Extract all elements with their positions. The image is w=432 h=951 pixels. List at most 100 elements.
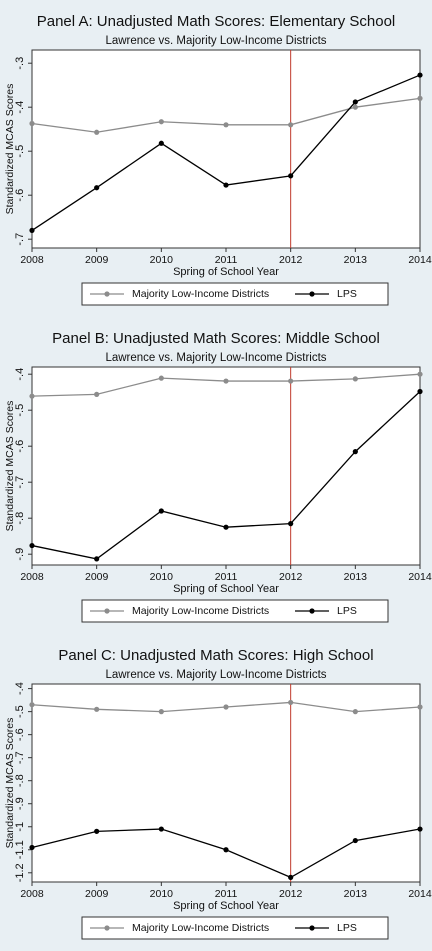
data-point xyxy=(29,542,35,549)
x-tick-label: 2012 xyxy=(279,888,303,900)
data-point xyxy=(158,826,164,832)
data-point xyxy=(288,122,294,128)
data-point xyxy=(158,140,164,146)
legend-box xyxy=(81,599,389,623)
x-tick-label: 2008 xyxy=(20,888,44,900)
data-point xyxy=(288,378,294,384)
legend-label: Majority Low-Income Districts xyxy=(132,605,269,617)
y-tick-label: -.5 xyxy=(14,705,26,718)
y-tick-label: -.7 xyxy=(14,751,26,764)
data-point xyxy=(29,393,35,399)
y-tick-label: -.7 xyxy=(14,233,26,246)
x-axis-title: Spring of School Year xyxy=(173,583,279,595)
y-tick-label: -.6 xyxy=(14,189,26,202)
data-point xyxy=(158,709,164,715)
data-point xyxy=(417,72,423,78)
y-tick-label: -.9 xyxy=(14,548,26,561)
data-point xyxy=(223,524,229,530)
data-point xyxy=(223,182,229,188)
chart-subtitle: Lawrence vs. Majority Low-Income Distric… xyxy=(105,669,326,681)
x-tick-label: 2011 xyxy=(215,888,238,900)
y-tick-label: -.6 xyxy=(14,728,26,741)
x-tick-label: 2009 xyxy=(85,571,109,583)
data-point xyxy=(94,185,100,191)
y-tick-label: -.9 xyxy=(14,797,26,810)
y-tick-label: -1.1 xyxy=(14,840,26,859)
panel: Panel B: Unadjusted Math Scores: Middle … xyxy=(4,330,432,623)
data-point xyxy=(29,844,35,851)
legend-box xyxy=(81,282,389,306)
data-point xyxy=(223,378,229,384)
data-point xyxy=(352,837,358,844)
data-point xyxy=(94,556,100,562)
y-tick-label: -.3 xyxy=(14,57,26,70)
data-point xyxy=(94,391,100,397)
x-tick-label: 2009 xyxy=(85,254,109,266)
x-tick-label: 2008 xyxy=(20,571,44,583)
x-tick-label: 2013 xyxy=(344,254,368,266)
y-tick-label: -.7 xyxy=(14,476,26,489)
data-point xyxy=(288,173,294,179)
y-axis-title: Standardized MCAS Scores xyxy=(4,84,16,215)
x-tick-label: 2009 xyxy=(85,888,109,900)
data-point xyxy=(288,521,294,527)
data-point xyxy=(29,227,35,233)
data-point xyxy=(94,129,100,135)
data-point xyxy=(417,826,423,832)
y-tick-label: -.8 xyxy=(14,512,26,525)
legend-marker xyxy=(104,608,110,614)
x-tick-label: 2012 xyxy=(279,254,303,266)
data-point xyxy=(352,709,358,715)
data-point xyxy=(352,449,358,455)
data-point xyxy=(352,104,358,110)
x-tick-label: 2010 xyxy=(150,254,174,266)
legend-label: Majority Low-Income Districts xyxy=(132,288,269,300)
x-tick-label: 2014 xyxy=(408,571,432,583)
x-tick-label: 2010 xyxy=(150,888,174,900)
data-point xyxy=(223,122,229,128)
data-point xyxy=(352,99,358,105)
y-tick-label: -.4 xyxy=(14,682,26,695)
x-tick-label: 2013 xyxy=(344,571,368,583)
y-axis-title: Standardized MCAS Scores xyxy=(4,718,16,849)
data-point xyxy=(94,828,100,834)
legend-label: LPS xyxy=(337,605,357,617)
data-point xyxy=(288,699,294,706)
x-tick-label: 2014 xyxy=(408,888,432,900)
panel: Panel C: Unadjusted Math Scores: High Sc… xyxy=(4,647,432,940)
legend-box xyxy=(81,916,389,940)
x-tick-label: 2011 xyxy=(215,254,238,266)
x-tick-label: 2010 xyxy=(150,571,174,583)
data-point xyxy=(417,95,423,101)
x-tick-label: 2014 xyxy=(408,254,432,266)
legend-marker xyxy=(309,925,315,931)
legend-label: LPS xyxy=(337,922,357,934)
data-point xyxy=(29,702,35,708)
y-tick-label: -.4 xyxy=(14,368,26,381)
x-tick-label: 2011 xyxy=(215,571,238,583)
legend-label: Majority Low-Income Districts xyxy=(132,922,269,934)
x-axis-title: Spring of School Year xyxy=(173,900,279,912)
chart-title: Panel B: Unadjusted Math Scores: Middle … xyxy=(52,330,380,347)
data-point xyxy=(158,508,164,514)
data-point xyxy=(158,375,164,381)
panel: Panel A: Unadjusted Math Scores: Element… xyxy=(4,13,432,306)
plot-area xyxy=(31,366,421,566)
y-tick-label: -.5 xyxy=(14,145,26,158)
x-axis-title: Spring of School Year xyxy=(173,266,279,278)
legend-label: LPS xyxy=(337,288,357,300)
y-axis-title: Standardized MCAS Scores xyxy=(4,401,16,532)
data-point xyxy=(288,874,294,880)
legend-marker xyxy=(104,291,110,297)
legend-marker xyxy=(104,925,110,931)
data-point xyxy=(352,376,358,382)
data-point xyxy=(223,847,229,853)
legend-marker xyxy=(309,291,315,297)
y-tick-label: -.8 xyxy=(14,774,26,787)
data-point xyxy=(223,704,229,710)
plot-area xyxy=(31,49,421,249)
x-tick-label: 2012 xyxy=(279,571,303,583)
y-tick-label: -.4 xyxy=(14,101,26,114)
